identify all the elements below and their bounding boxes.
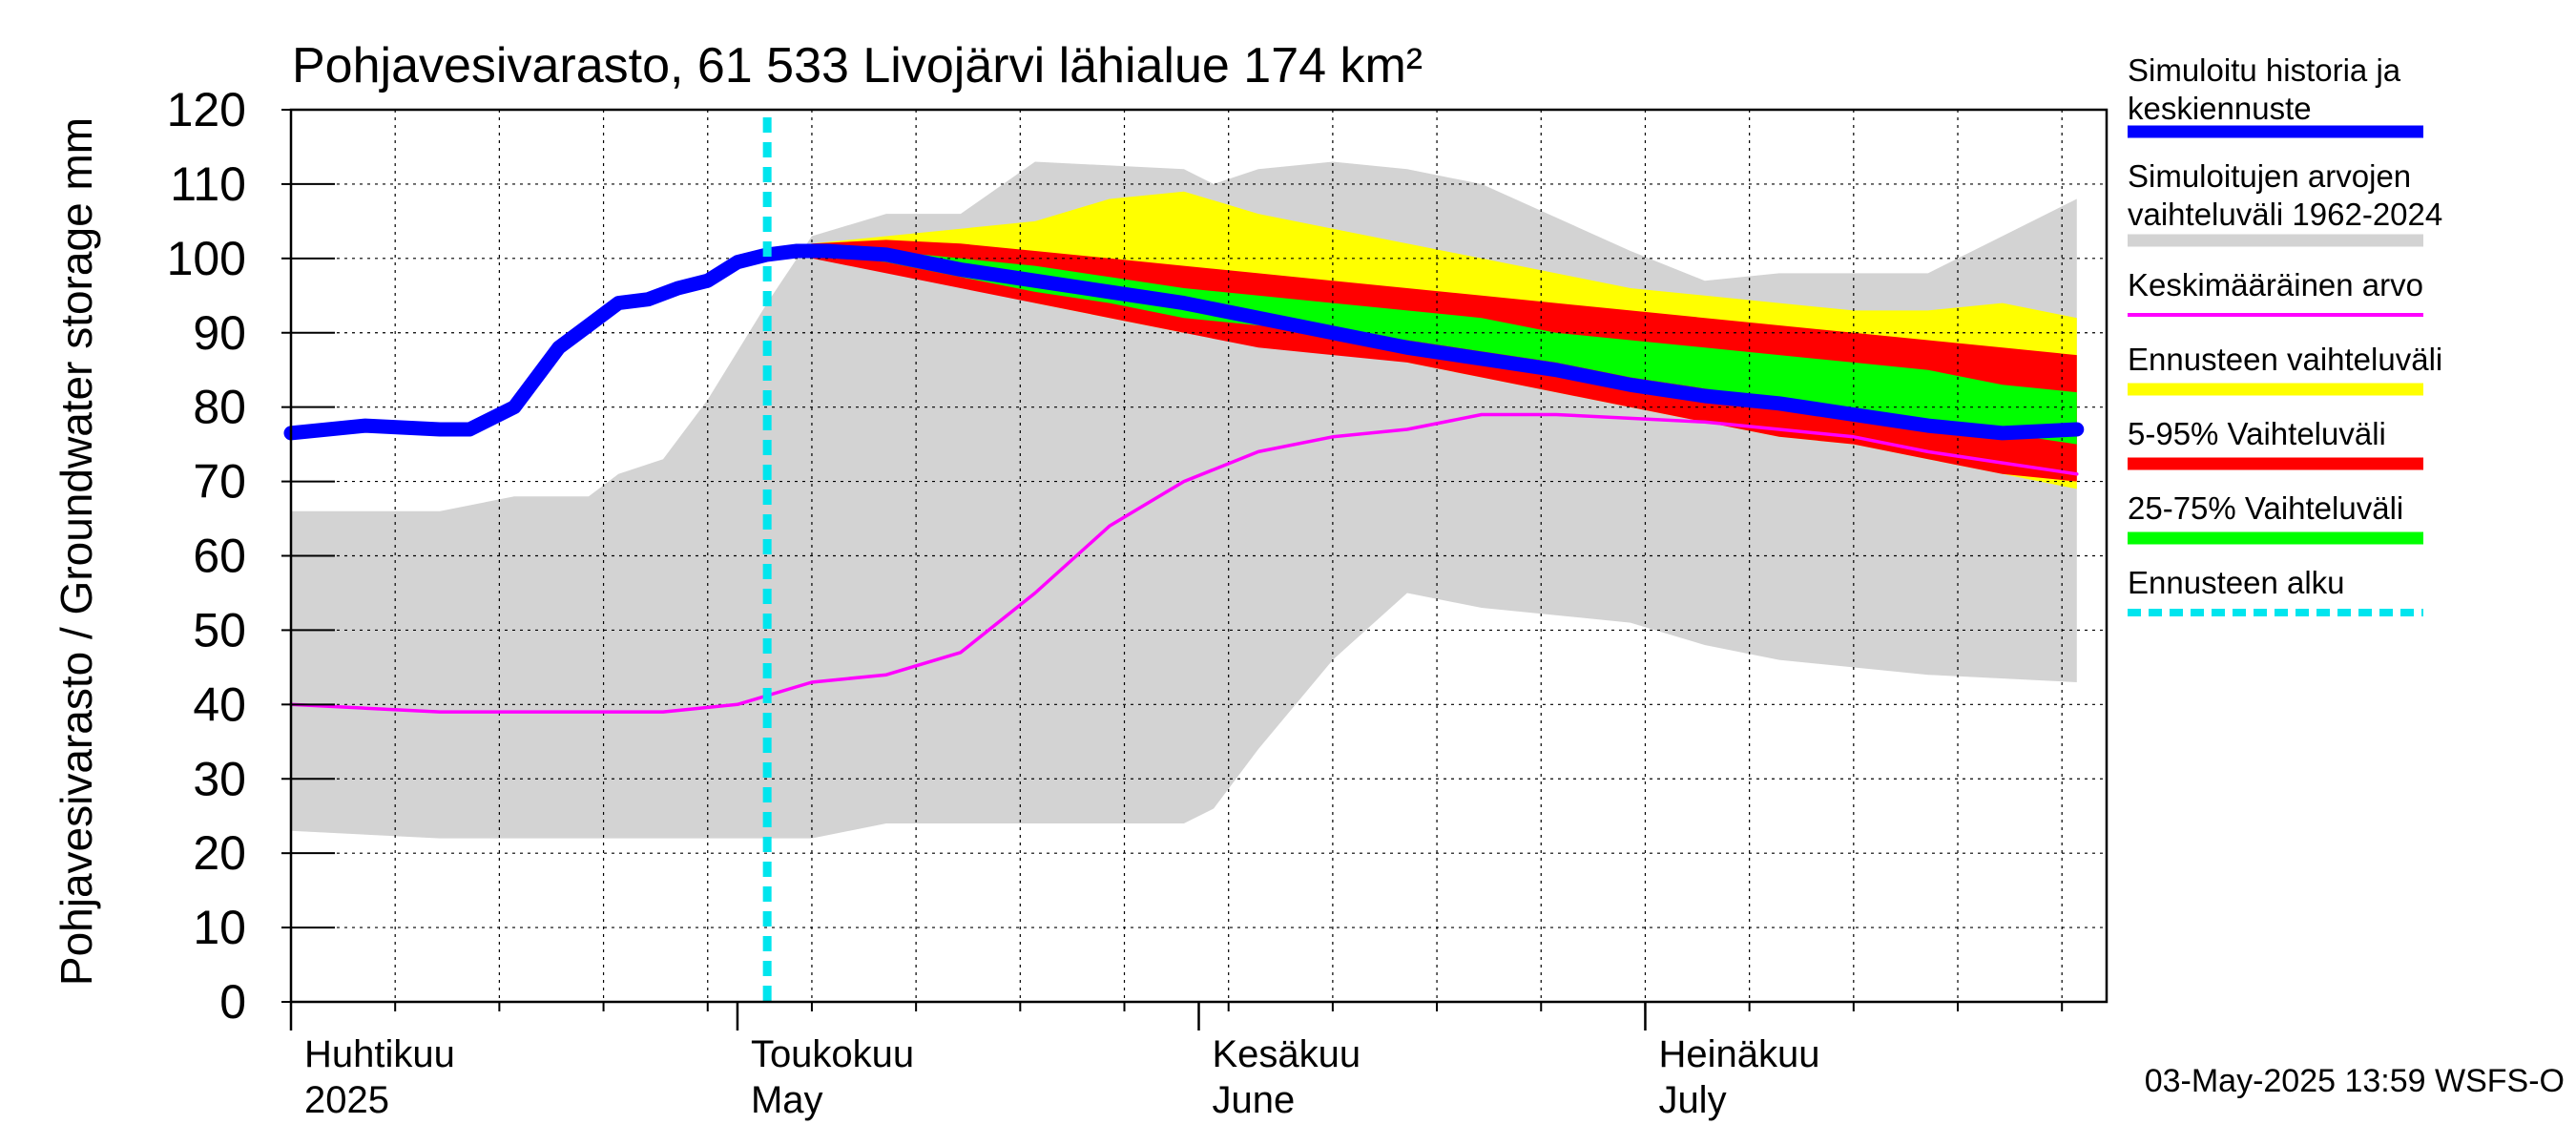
y-tick-label: 10 [193, 901, 246, 954]
legend-label: Simuloitujen arvojen [2128, 158, 2411, 194]
footer-timestamp: 03-May-2025 13:59 WSFS-O [2145, 1063, 2565, 1099]
mean-line [289, 412, 2079, 714]
x-month-label-fi: Heinäkuu [1658, 1033, 1819, 1075]
y-tick-label: 110 [170, 157, 246, 211]
y-tick-label: 0 [219, 975, 246, 1029]
plot-area [283, 109, 2107, 1002]
y-tick-label: 70 [193, 455, 246, 509]
x-month-label-fi: Kesäkuu [1213, 1033, 1361, 1075]
x-month-label-fi: Toukokuu [751, 1033, 914, 1075]
x-month-label-en: July [1658, 1079, 1726, 1121]
y-tick-label: 80 [193, 381, 246, 434]
y-axis-label: Pohjavesivarasto / Groundwater storage m… [52, 117, 101, 986]
chart-title: Pohjavesivarasto, 61 533 Livojärvi lähia… [292, 38, 1423, 94]
axes: 0 10 20 30 40 50 60 70 80 90 100 110 120 Huhtikuu2025… [167, 83, 2109, 1121]
legend-label: vaihteluväli 1962-2024 [2128, 197, 2442, 232]
legend-label: 5-95% Vaihteluväli [2128, 416, 2386, 451]
y-tick-label: 90 [193, 306, 246, 360]
y-tick-label: 60 [193, 530, 246, 583]
legend-label: Simuloitu historia ja [2128, 52, 2401, 88]
y-tick-label: 50 [193, 603, 246, 656]
legend-label: Ennusteen vaihteluväli [2128, 342, 2442, 377]
y-tick-label: 30 [193, 752, 246, 805]
y-tick-label: 20 [193, 826, 246, 880]
x-month-label-fi: Huhtikuu [304, 1033, 455, 1075]
x-month-label-en: June [1213, 1079, 1296, 1121]
y-tick-label: 40 [193, 677, 246, 731]
legend-label: Keskimääräinen arvo [2128, 267, 2423, 302]
y-tick-label: 100 [167, 232, 246, 285]
x-month-label-en: May [751, 1079, 823, 1121]
legend-label: 25-75% Vaihteluväli [2128, 490, 2403, 526]
x-month-label-en: 2025 [304, 1079, 389, 1121]
simulated-forecast-line [283, 243, 2085, 441]
y-tick-label: 120 [167, 83, 246, 136]
legend-label: keskiennuste [2128, 91, 2312, 126]
legend-label: Ennusteen alku [2128, 565, 2345, 600]
